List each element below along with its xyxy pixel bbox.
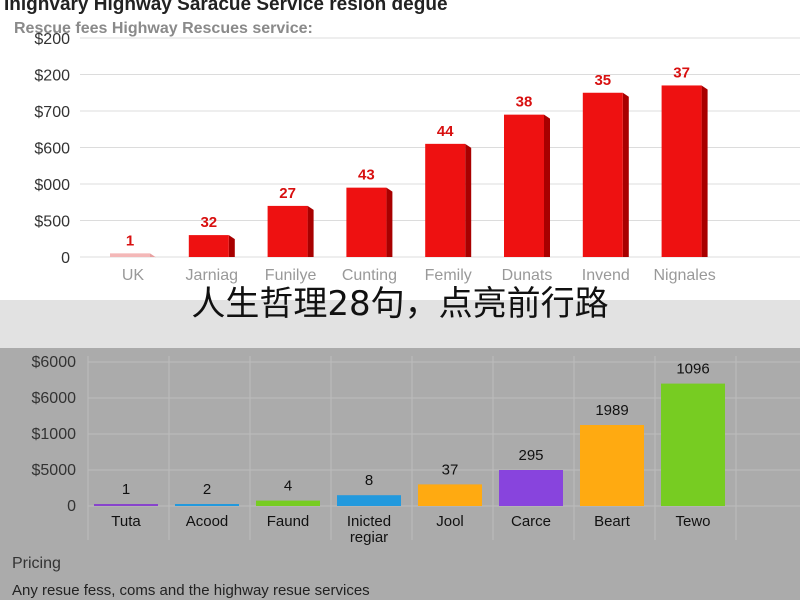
top-ytick-label: $200 [34, 68, 70, 85]
mid-band [0, 300, 800, 348]
bottom-xtick-label: Inicted [347, 513, 391, 530]
top-bar [188, 235, 229, 257]
top-data-label: 37 [673, 64, 690, 81]
top-bar-side [307, 205, 314, 257]
overlay-caption: 人生哲理28句，点亮前行路 [191, 284, 609, 324]
bottom-xtick-label: Faund [267, 513, 310, 530]
footer-note: Any resue fess, coms and the highway res… [12, 582, 370, 599]
bottom-data-label: 8 [365, 472, 373, 489]
bottom-ytick-label: 0 [67, 498, 76, 515]
bottom-xtick-label: Jool [436, 513, 464, 530]
bottom-bar [256, 500, 320, 506]
bottom-data-label: 295 [518, 447, 543, 464]
top-bar [582, 92, 623, 257]
bottom-bar [499, 470, 563, 506]
bottom-xtick-label: regiar [350, 529, 388, 546]
top-bar [425, 143, 466, 257]
top-xtick-label: Dunats [502, 267, 553, 284]
bottom-xtick-label: Beart [594, 513, 631, 530]
top-bar-side [386, 187, 393, 257]
bottom-xtick-label: Tewo [675, 513, 710, 530]
top-bar [661, 85, 702, 257]
top-bar-side [622, 92, 629, 257]
top-xtick-label: Femily [425, 267, 472, 284]
top-xtick-label: Funilye [265, 267, 317, 284]
top-ytick-label: $700 [34, 104, 70, 121]
top-bar-side [228, 235, 235, 257]
bottom-bar [337, 495, 401, 506]
bottom-data-label: 4 [284, 478, 292, 495]
top-chart-title: Inighvary Highway Saracue Service resion… [4, 0, 448, 15]
top-bar-side [544, 114, 550, 258]
bottom-chart-title: Rescue fees Highway Rescues service: [14, 20, 313, 37]
bottom-ytick-label: $5000 [32, 462, 77, 479]
bottom-bar [94, 504, 158, 506]
bottom-ytick-label: $1000 [32, 426, 77, 443]
top-ytick-label: $600 [34, 141, 70, 158]
top-xtick-label: UK [122, 267, 145, 284]
top-data-label: 32 [200, 214, 217, 231]
bottom-xtick-label: Carce [511, 513, 551, 530]
top-ytick-label: $500 [34, 214, 70, 231]
top-bar-side [465, 143, 472, 257]
bottom-bar [175, 504, 239, 506]
top-data-label: 35 [594, 72, 611, 89]
bottom-data-label: 1989 [595, 402, 628, 419]
top-data-label: 38 [516, 94, 533, 111]
top-xtick-label: Nignales [653, 267, 715, 284]
footer-title: Pricing [12, 555, 61, 572]
bottom-xtick-label: Tuta [111, 513, 141, 530]
bottom-data-label: 1 [122, 481, 130, 498]
top-bar-side [150, 253, 156, 258]
bottom-xtick-label: Acood [186, 513, 229, 530]
top-data-label: 44 [437, 123, 454, 140]
top-ytick-label: $000 [34, 177, 70, 194]
bottom-data-label: 37 [442, 461, 459, 478]
bottom-ytick-label: $6000 [32, 390, 77, 407]
bottom-data-label: 1096 [676, 361, 709, 378]
top-xtick-label: Invend [582, 267, 630, 284]
bottom-data-label: 2 [203, 481, 211, 498]
top-ytick-label: 0 [61, 250, 70, 267]
bottom-bar [661, 383, 725, 506]
top-bar [267, 205, 308, 257]
top-bar-side [701, 85, 708, 257]
top-bar [346, 187, 387, 257]
top-ytick-label: $200 [34, 31, 70, 48]
bottom-ytick-label: $6000 [32, 354, 77, 371]
top-data-label: 27 [279, 185, 296, 202]
top-bar [504, 114, 544, 258]
top-xtick-label: Jarniag [186, 267, 238, 284]
top-data-label: 43 [358, 167, 375, 184]
bottom-bar [580, 425, 644, 506]
top-bar [110, 253, 150, 257]
top-xtick-label: Cunting [342, 267, 397, 284]
bottom-bar [418, 484, 482, 506]
top-data-label: 1 [126, 232, 134, 249]
